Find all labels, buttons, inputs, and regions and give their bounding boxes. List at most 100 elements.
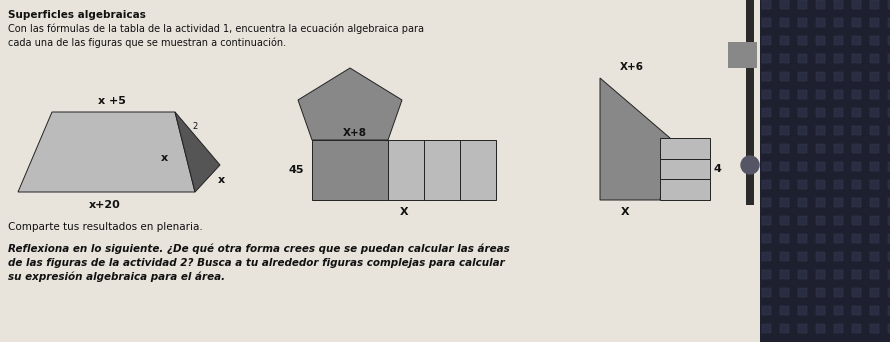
Text: 45: 45 (288, 165, 304, 175)
Polygon shape (870, 144, 879, 153)
Polygon shape (870, 0, 879, 9)
Polygon shape (762, 144, 771, 153)
Polygon shape (388, 140, 496, 200)
Polygon shape (762, 36, 771, 45)
Polygon shape (816, 180, 825, 189)
Polygon shape (888, 0, 890, 9)
Polygon shape (834, 324, 843, 333)
Text: x: x (161, 153, 168, 163)
Polygon shape (798, 324, 807, 333)
Polygon shape (888, 162, 890, 171)
Polygon shape (888, 234, 890, 243)
Polygon shape (870, 108, 879, 117)
Polygon shape (798, 108, 807, 117)
Polygon shape (762, 0, 771, 9)
Polygon shape (780, 270, 789, 279)
Polygon shape (660, 179, 710, 200)
Polygon shape (780, 72, 789, 81)
Text: Superficles algebraicas: Superficles algebraicas (8, 10, 146, 20)
Polygon shape (762, 198, 771, 207)
Polygon shape (834, 216, 843, 225)
Polygon shape (888, 198, 890, 207)
Polygon shape (780, 162, 789, 171)
Polygon shape (852, 90, 861, 99)
Polygon shape (816, 0, 825, 9)
Polygon shape (798, 234, 807, 243)
Polygon shape (870, 18, 879, 27)
Polygon shape (852, 324, 861, 333)
Polygon shape (816, 252, 825, 261)
Polygon shape (852, 162, 861, 171)
Polygon shape (760, 0, 890, 342)
Circle shape (741, 156, 759, 174)
Text: x: x (218, 175, 225, 185)
Polygon shape (834, 270, 843, 279)
Polygon shape (888, 324, 890, 333)
Polygon shape (600, 78, 670, 200)
Polygon shape (834, 180, 843, 189)
Polygon shape (834, 18, 843, 27)
Text: de las figuras de la actividad 2? Busca a tu alrededor figuras complejas para ca: de las figuras de la actividad 2? Busca … (8, 258, 505, 268)
Polygon shape (870, 72, 879, 81)
Polygon shape (780, 0, 789, 9)
Polygon shape (798, 36, 807, 45)
Polygon shape (816, 144, 825, 153)
Polygon shape (816, 216, 825, 225)
Polygon shape (780, 306, 789, 315)
Polygon shape (834, 126, 843, 135)
Polygon shape (762, 126, 771, 135)
Polygon shape (816, 306, 825, 315)
Text: Comparte tus resultados en plenaria.: Comparte tus resultados en plenaria. (8, 222, 203, 232)
Polygon shape (780, 234, 789, 243)
Polygon shape (762, 306, 771, 315)
Polygon shape (798, 54, 807, 63)
Polygon shape (834, 72, 843, 81)
Polygon shape (852, 54, 861, 63)
Polygon shape (816, 198, 825, 207)
Polygon shape (762, 234, 771, 243)
Polygon shape (780, 18, 789, 27)
Polygon shape (780, 144, 789, 153)
Polygon shape (870, 252, 879, 261)
Polygon shape (834, 144, 843, 153)
Polygon shape (762, 162, 771, 171)
Polygon shape (816, 234, 825, 243)
Polygon shape (816, 54, 825, 63)
Text: x+20: x+20 (89, 200, 121, 210)
Text: X: X (400, 207, 409, 217)
Polygon shape (834, 252, 843, 261)
Polygon shape (870, 216, 879, 225)
Polygon shape (816, 18, 825, 27)
Polygon shape (888, 180, 890, 189)
Polygon shape (780, 288, 789, 297)
Text: cada una de las figuras que se muestran a continuación.: cada una de las figuras que se muestran … (8, 37, 286, 48)
Polygon shape (870, 90, 879, 99)
Text: X+8: X+8 (343, 128, 367, 138)
Polygon shape (780, 126, 789, 135)
Polygon shape (816, 126, 825, 135)
Text: 4: 4 (714, 164, 722, 174)
Polygon shape (852, 306, 861, 315)
Polygon shape (888, 216, 890, 225)
Polygon shape (888, 18, 890, 27)
Polygon shape (852, 126, 861, 135)
Polygon shape (816, 288, 825, 297)
Polygon shape (780, 252, 789, 261)
Polygon shape (888, 72, 890, 81)
Polygon shape (780, 180, 789, 189)
Polygon shape (762, 54, 771, 63)
Polygon shape (762, 270, 771, 279)
Text: Con las fórmulas de la tabla de la actividad 1, encuentra la ecuación algebraica: Con las fórmulas de la tabla de la activ… (8, 24, 424, 35)
Polygon shape (870, 54, 879, 63)
Polygon shape (18, 112, 195, 192)
Polygon shape (888, 108, 890, 117)
Polygon shape (798, 126, 807, 135)
Polygon shape (852, 18, 861, 27)
Polygon shape (762, 324, 771, 333)
Polygon shape (852, 198, 861, 207)
Polygon shape (762, 288, 771, 297)
Polygon shape (888, 270, 890, 279)
Polygon shape (816, 72, 825, 81)
Polygon shape (816, 324, 825, 333)
Polygon shape (780, 108, 789, 117)
